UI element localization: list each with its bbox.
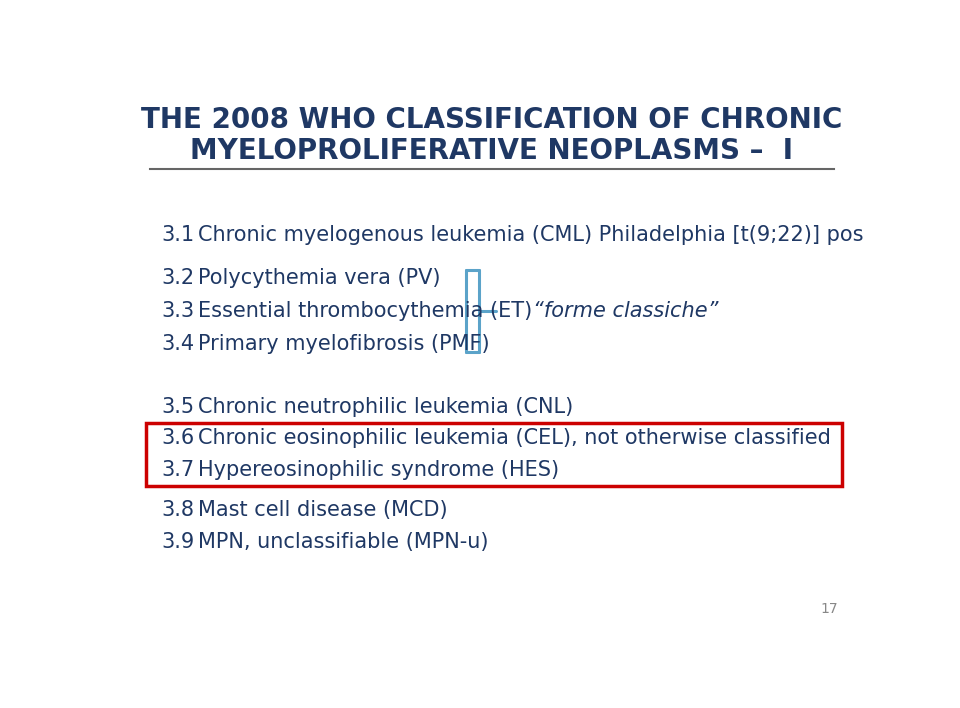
Text: MPN, unclassifiable (MPN-u): MPN, unclassifiable (MPN-u): [198, 532, 489, 552]
Text: Polycythemia vera (PV): Polycythemia vera (PV): [198, 268, 441, 288]
Text: Primary myelofibrosis (PMF): Primary myelofibrosis (PMF): [198, 334, 490, 354]
Text: Chronic eosinophilic leukemia (CEL), not otherwise classified: Chronic eosinophilic leukemia (CEL), not…: [198, 428, 831, 448]
Text: 3.7: 3.7: [161, 459, 194, 480]
Text: Chronic myelogenous leukemia (CML) Philadelphia [t(9;22)] pos: Chronic myelogenous leukemia (CML) Phila…: [198, 225, 864, 245]
Text: MYELOPROLIFERATIVE NEOPLASMS –  I: MYELOPROLIFERATIVE NEOPLASMS – I: [190, 137, 794, 166]
Text: Mast cell disease (MCD): Mast cell disease (MCD): [198, 500, 447, 520]
Text: 3.8: 3.8: [161, 500, 194, 520]
Text: 17: 17: [821, 603, 838, 617]
Text: 3.2: 3.2: [161, 268, 194, 288]
Text: THE 2008 WHO CLASSIFICATION OF CHRONIC: THE 2008 WHO CLASSIFICATION OF CHRONIC: [141, 106, 843, 135]
Text: 3.6: 3.6: [161, 428, 194, 448]
Text: Essential thrombocythemia (ET): Essential thrombocythemia (ET): [198, 301, 533, 321]
Text: Hypereosinophilic syndrome (HES): Hypereosinophilic syndrome (HES): [198, 459, 560, 480]
Text: 3.4: 3.4: [161, 334, 194, 354]
Text: 3.5: 3.5: [161, 396, 194, 416]
Text: “forme classiche”: “forme classiche”: [533, 301, 718, 321]
Text: Chronic neutrophilic leukemia (CNL): Chronic neutrophilic leukemia (CNL): [198, 396, 573, 416]
Text: 3.9: 3.9: [161, 532, 194, 552]
Text: 3.3: 3.3: [161, 301, 194, 321]
Text: 3.1: 3.1: [161, 225, 194, 245]
Bar: [146, 423, 842, 486]
